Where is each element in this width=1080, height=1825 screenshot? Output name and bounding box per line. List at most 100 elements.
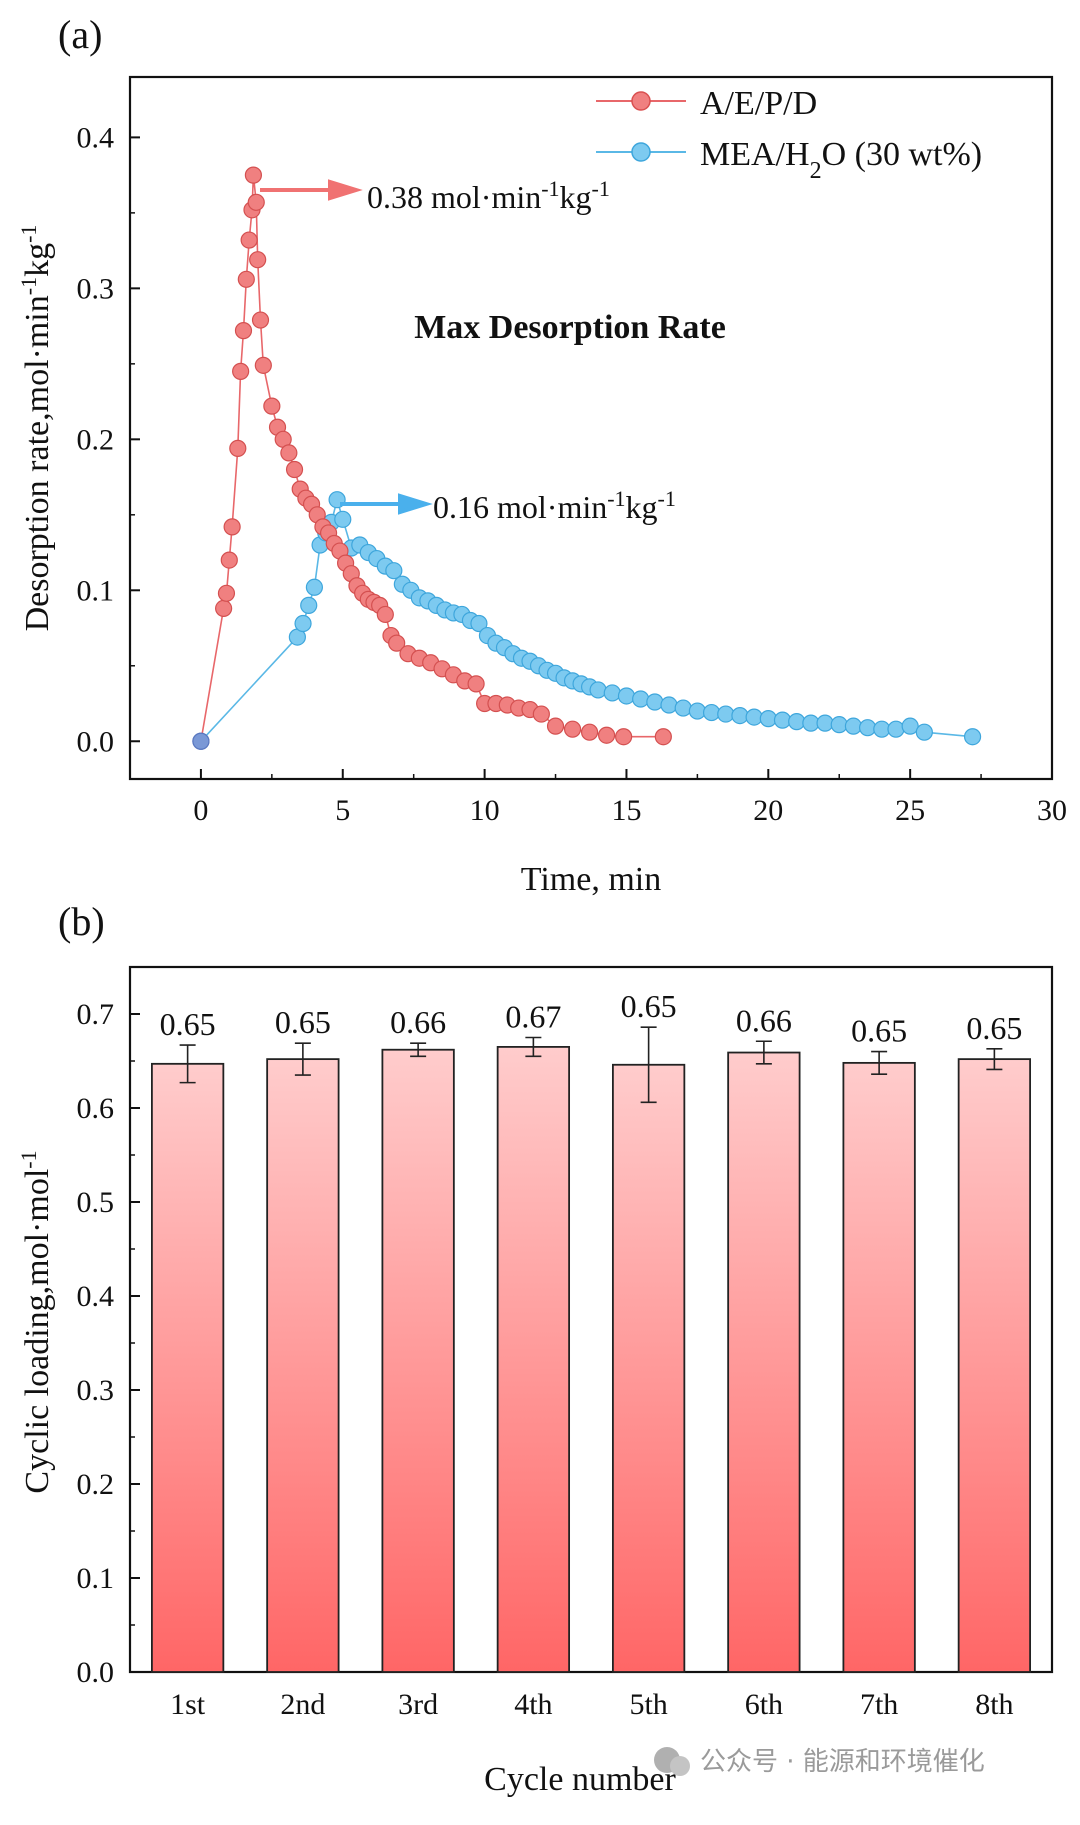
aepd-point — [249, 251, 267, 269]
x-tick-label: 5th — [629, 1688, 667, 1721]
chart-a-annotations: 0.38 mol·min-1kg-1 0.16 mol·min-1kg-1 — [260, 176, 676, 526]
aepd-point — [532, 705, 550, 723]
aepd-point — [615, 728, 633, 746]
mea-point — [688, 702, 706, 720]
y-tick-label: 0.2 — [77, 423, 115, 456]
annotation-arrow-mea — [340, 493, 433, 515]
mea-point — [816, 714, 834, 732]
x-tick-label: 20 — [753, 794, 783, 827]
y-tick-label: 0.3 — [77, 272, 115, 305]
mea-point — [745, 708, 763, 726]
mea-point — [731, 706, 749, 725]
x-tick-label: 25 — [895, 794, 925, 827]
y-tick-label: 0.5 — [77, 1186, 115, 1219]
aepd-point — [467, 675, 485, 693]
chart-a-xlabel: Time, min — [521, 861, 661, 898]
legend-aepd-label: A/E/P/D — [700, 85, 817, 122]
y-tick-label: 0.6 — [77, 1092, 115, 1125]
bar-value-label: 0.66 — [736, 1002, 792, 1038]
mea-point — [305, 578, 323, 596]
mea-point — [589, 681, 607, 699]
bar-4th — [496, 1046, 571, 1673]
y-tick-label: 0.0 — [77, 725, 115, 758]
legend-aepd-marker — [631, 91, 651, 111]
x-tick-label: 10 — [470, 794, 500, 827]
x-tick-label: 2nd — [280, 1688, 325, 1721]
annotation-aepd-text: 0.38 mol·min-1kg-1 — [367, 176, 610, 216]
mea-point — [632, 690, 650, 708]
chart-a-frame — [128, 75, 1054, 781]
mea-point — [887, 720, 905, 738]
mea-point — [470, 614, 488, 633]
aepd-point — [285, 460, 304, 479]
aepd-point — [580, 723, 599, 741]
panel-b-label: (b) — [58, 899, 105, 944]
x-tick-label: 1st — [170, 1688, 206, 1721]
y-tick-label: 0.4 — [77, 121, 115, 154]
chart-a-ticks: 0 5 10 15 20 25 30 0.0 0.1 0.2 0.3 0.4 — [77, 121, 1068, 827]
x-tick-label: 30 — [1037, 794, 1067, 827]
y-tick-label: 0.7 — [77, 998, 115, 1031]
mea-point — [788, 713, 806, 731]
aepd-point — [223, 518, 241, 536]
mea-point — [674, 699, 692, 717]
mea-point — [773, 711, 792, 729]
chart-b-ylabel: Cyclic loading,mol·mol-1 — [16, 1150, 57, 1493]
mea-point — [702, 703, 721, 722]
chart-b: (b) 0.0 0.1 0.2 0.3 0.4 0.5 0.6 0.7 1st 2nd 3rd 4th… — [16, 899, 1054, 1798]
bar-8th — [957, 1058, 1032, 1673]
panel-a-label: (a) — [58, 12, 102, 57]
aepd-point — [244, 166, 263, 184]
mea-point — [660, 696, 678, 714]
aepd-point — [563, 720, 582, 738]
aepd-point — [229, 439, 247, 457]
aepd-point — [240, 231, 258, 249]
bar-value-label: 0.65 — [160, 1006, 216, 1042]
bar-value-label: 0.65 — [275, 1004, 331, 1040]
y-tick-label: 0.1 — [77, 574, 115, 607]
x-tick-label: 8th — [975, 1688, 1013, 1721]
mea-point — [717, 705, 735, 723]
annotation-mea-text: 0.16 mol·min-1kg-1 — [433, 486, 676, 526]
chart-a-legend: A/E/P/D MEA/H2O (30 wt%) — [596, 85, 982, 184]
mea-point — [617, 687, 636, 705]
chart-b-ticks: 0.0 0.1 0.2 0.3 0.4 0.5 0.6 0.7 1st 2nd 3rd 4th 5th 6… — [77, 998, 1014, 1721]
y-tick-label: 0.0 — [77, 1656, 115, 1689]
aepd-point — [215, 599, 233, 618]
annotation-arrow-aepd — [260, 179, 363, 201]
y-tick-label: 0.1 — [77, 1562, 115, 1595]
bar-value-label: 0.67 — [505, 999, 561, 1035]
aepd-point — [217, 584, 236, 602]
chart-a: (a) 0 5 10 15 20 25 30 0.0 0.1 0.2 0.3 0.4 Desorpti… — [16, 12, 1068, 898]
chart-b-frame — [128, 965, 1054, 1674]
chart-b-xlabel: Cycle number — [484, 1761, 676, 1798]
bar-2nd — [266, 1058, 340, 1673]
mea-point — [915, 723, 933, 741]
chart-b-bars: 0.65 0.65 0.66 0.67 0.65 0.66 0.65 0.65 — [150, 988, 1032, 1673]
aepd-point — [598, 726, 616, 744]
series-mea-line — [200, 496, 973, 742]
bar-1st — [150, 1062, 225, 1673]
mea-point — [830, 716, 848, 734]
aepd-point — [247, 193, 265, 211]
aepd-point — [654, 728, 672, 746]
x-tick-label: 0 — [193, 794, 208, 827]
aepd-point — [237, 270, 255, 288]
y-tick-label: 0.2 — [77, 1468, 115, 1501]
bar-6th — [727, 1051, 801, 1673]
chart-a-ylabel: Desorption rate,mol·min-1kg-1 — [16, 225, 57, 632]
legend-mea-label: MEA/H2O (30 wt%) — [700, 136, 982, 184]
mea-point — [844, 717, 863, 735]
aepd-point — [234, 322, 253, 340]
mea-point — [759, 710, 777, 728]
aepd-point — [192, 732, 210, 750]
y-tick-label: 0.3 — [77, 1374, 115, 1407]
y-tick-label: 0.4 — [77, 1280, 115, 1313]
aepd-point — [546, 717, 565, 735]
aepd-point — [376, 605, 394, 624]
wechat-icon-2 — [670, 1756, 690, 1776]
mea-point — [334, 510, 352, 528]
x-tick-label: 6th — [745, 1688, 783, 1721]
mea-point — [603, 684, 621, 702]
mea-point — [300, 596, 318, 614]
